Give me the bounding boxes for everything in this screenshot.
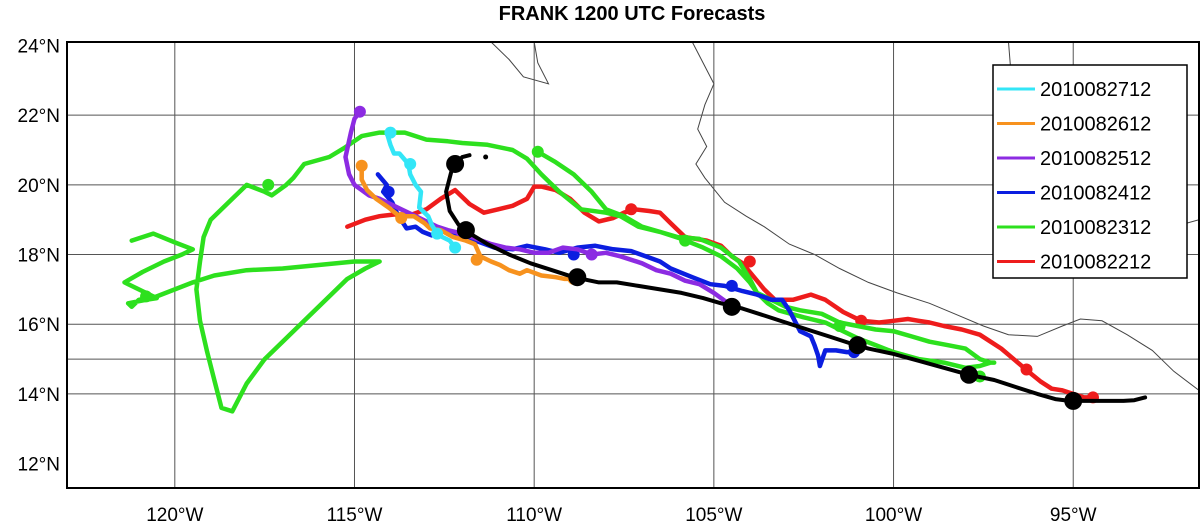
forecast-marker-2010082212 (855, 314, 868, 327)
best-track-marker (1064, 391, 1083, 410)
legend-label: 2010082612 (1040, 114, 1151, 136)
plot-frame (66, 41, 1200, 489)
best-track-marker (722, 297, 741, 316)
forecast-marker-2010082312 (531, 145, 544, 158)
forecast-marker-2010082412 (725, 279, 738, 292)
y-tick-label: 16°N (18, 315, 60, 336)
forecast-marker-2010082412 (382, 185, 395, 198)
forecast-track-2010082312 (122, 130, 997, 414)
x-tick-label: 105°W (685, 505, 742, 523)
forecast-marker-2010082512 (585, 248, 598, 261)
legend: 2010082712 2010082612 2010082512 2010082412… (992, 64, 1188, 279)
forecast-marker-2010082312 (140, 290, 153, 303)
forecast-marker-2010082712 (449, 241, 462, 254)
forecast-marker-2010082412 (567, 248, 580, 261)
forecast-marker-2010082312 (833, 319, 846, 332)
best-track-marker (446, 154, 465, 173)
legend-label: 2010082712 (1040, 79, 1151, 101)
x-tick-label: 110°W (506, 505, 562, 523)
forecast-track-2010082612 (359, 163, 576, 282)
legend-label: 2010082312 (1040, 217, 1151, 239)
best-track-marker (456, 221, 475, 240)
forecast-marker-2010082712 (404, 157, 417, 170)
forecast-marker-2010082612 (355, 159, 368, 172)
best-track-dot (483, 154, 489, 160)
x-tick-label: 120°W (146, 505, 203, 523)
forecast-marker-2010082612 (395, 211, 408, 224)
legend-label: 2010082412 (1040, 183, 1151, 205)
best-track-marker (568, 268, 587, 287)
x-tick-label: 100°W (865, 505, 922, 523)
x-tick-label: 115°W (327, 505, 383, 523)
y-tick-label: 22°N (18, 106, 60, 127)
forecast-marker-2010082512 (353, 105, 366, 118)
forecast-marker-2010082712 (384, 126, 397, 139)
forecast-marker-2010082312 (679, 234, 692, 247)
chart-title: FRANK 1200 UTC Forecasts (499, 3, 766, 25)
best-track-line (444, 162, 1148, 403)
forecast-track-2010082512 (343, 109, 738, 311)
best-track-marker (960, 365, 979, 384)
legend-label: 2010082212 (1040, 252, 1151, 274)
forecast-marker-2010082712 (431, 227, 444, 240)
forecast-track-2010082412 (375, 172, 859, 369)
legend-label: 2010082512 (1040, 148, 1151, 170)
coastline-1 (490, 42, 550, 85)
forecast-marker-2010082212 (1020, 363, 1033, 376)
coastline-0 (691, 42, 1199, 391)
y-tick-label: 24°N (18, 36, 60, 57)
y-tick-label: 12°N (18, 455, 60, 476)
best-track-marker (848, 336, 867, 355)
forecast-marker-2010082212 (625, 203, 638, 216)
forecast-marker-2010082612 (470, 253, 483, 266)
y-tick-label: 20°N (18, 176, 60, 197)
y-tick-label: 18°N (18, 246, 60, 267)
forecast-marker-2010082312 (262, 178, 275, 191)
forecast-marker-2010082212 (743, 255, 756, 268)
x-tick-label: 95°W (1050, 505, 1097, 523)
legend-box (992, 64, 1188, 279)
y-tick-label: 14°N (18, 385, 60, 406)
